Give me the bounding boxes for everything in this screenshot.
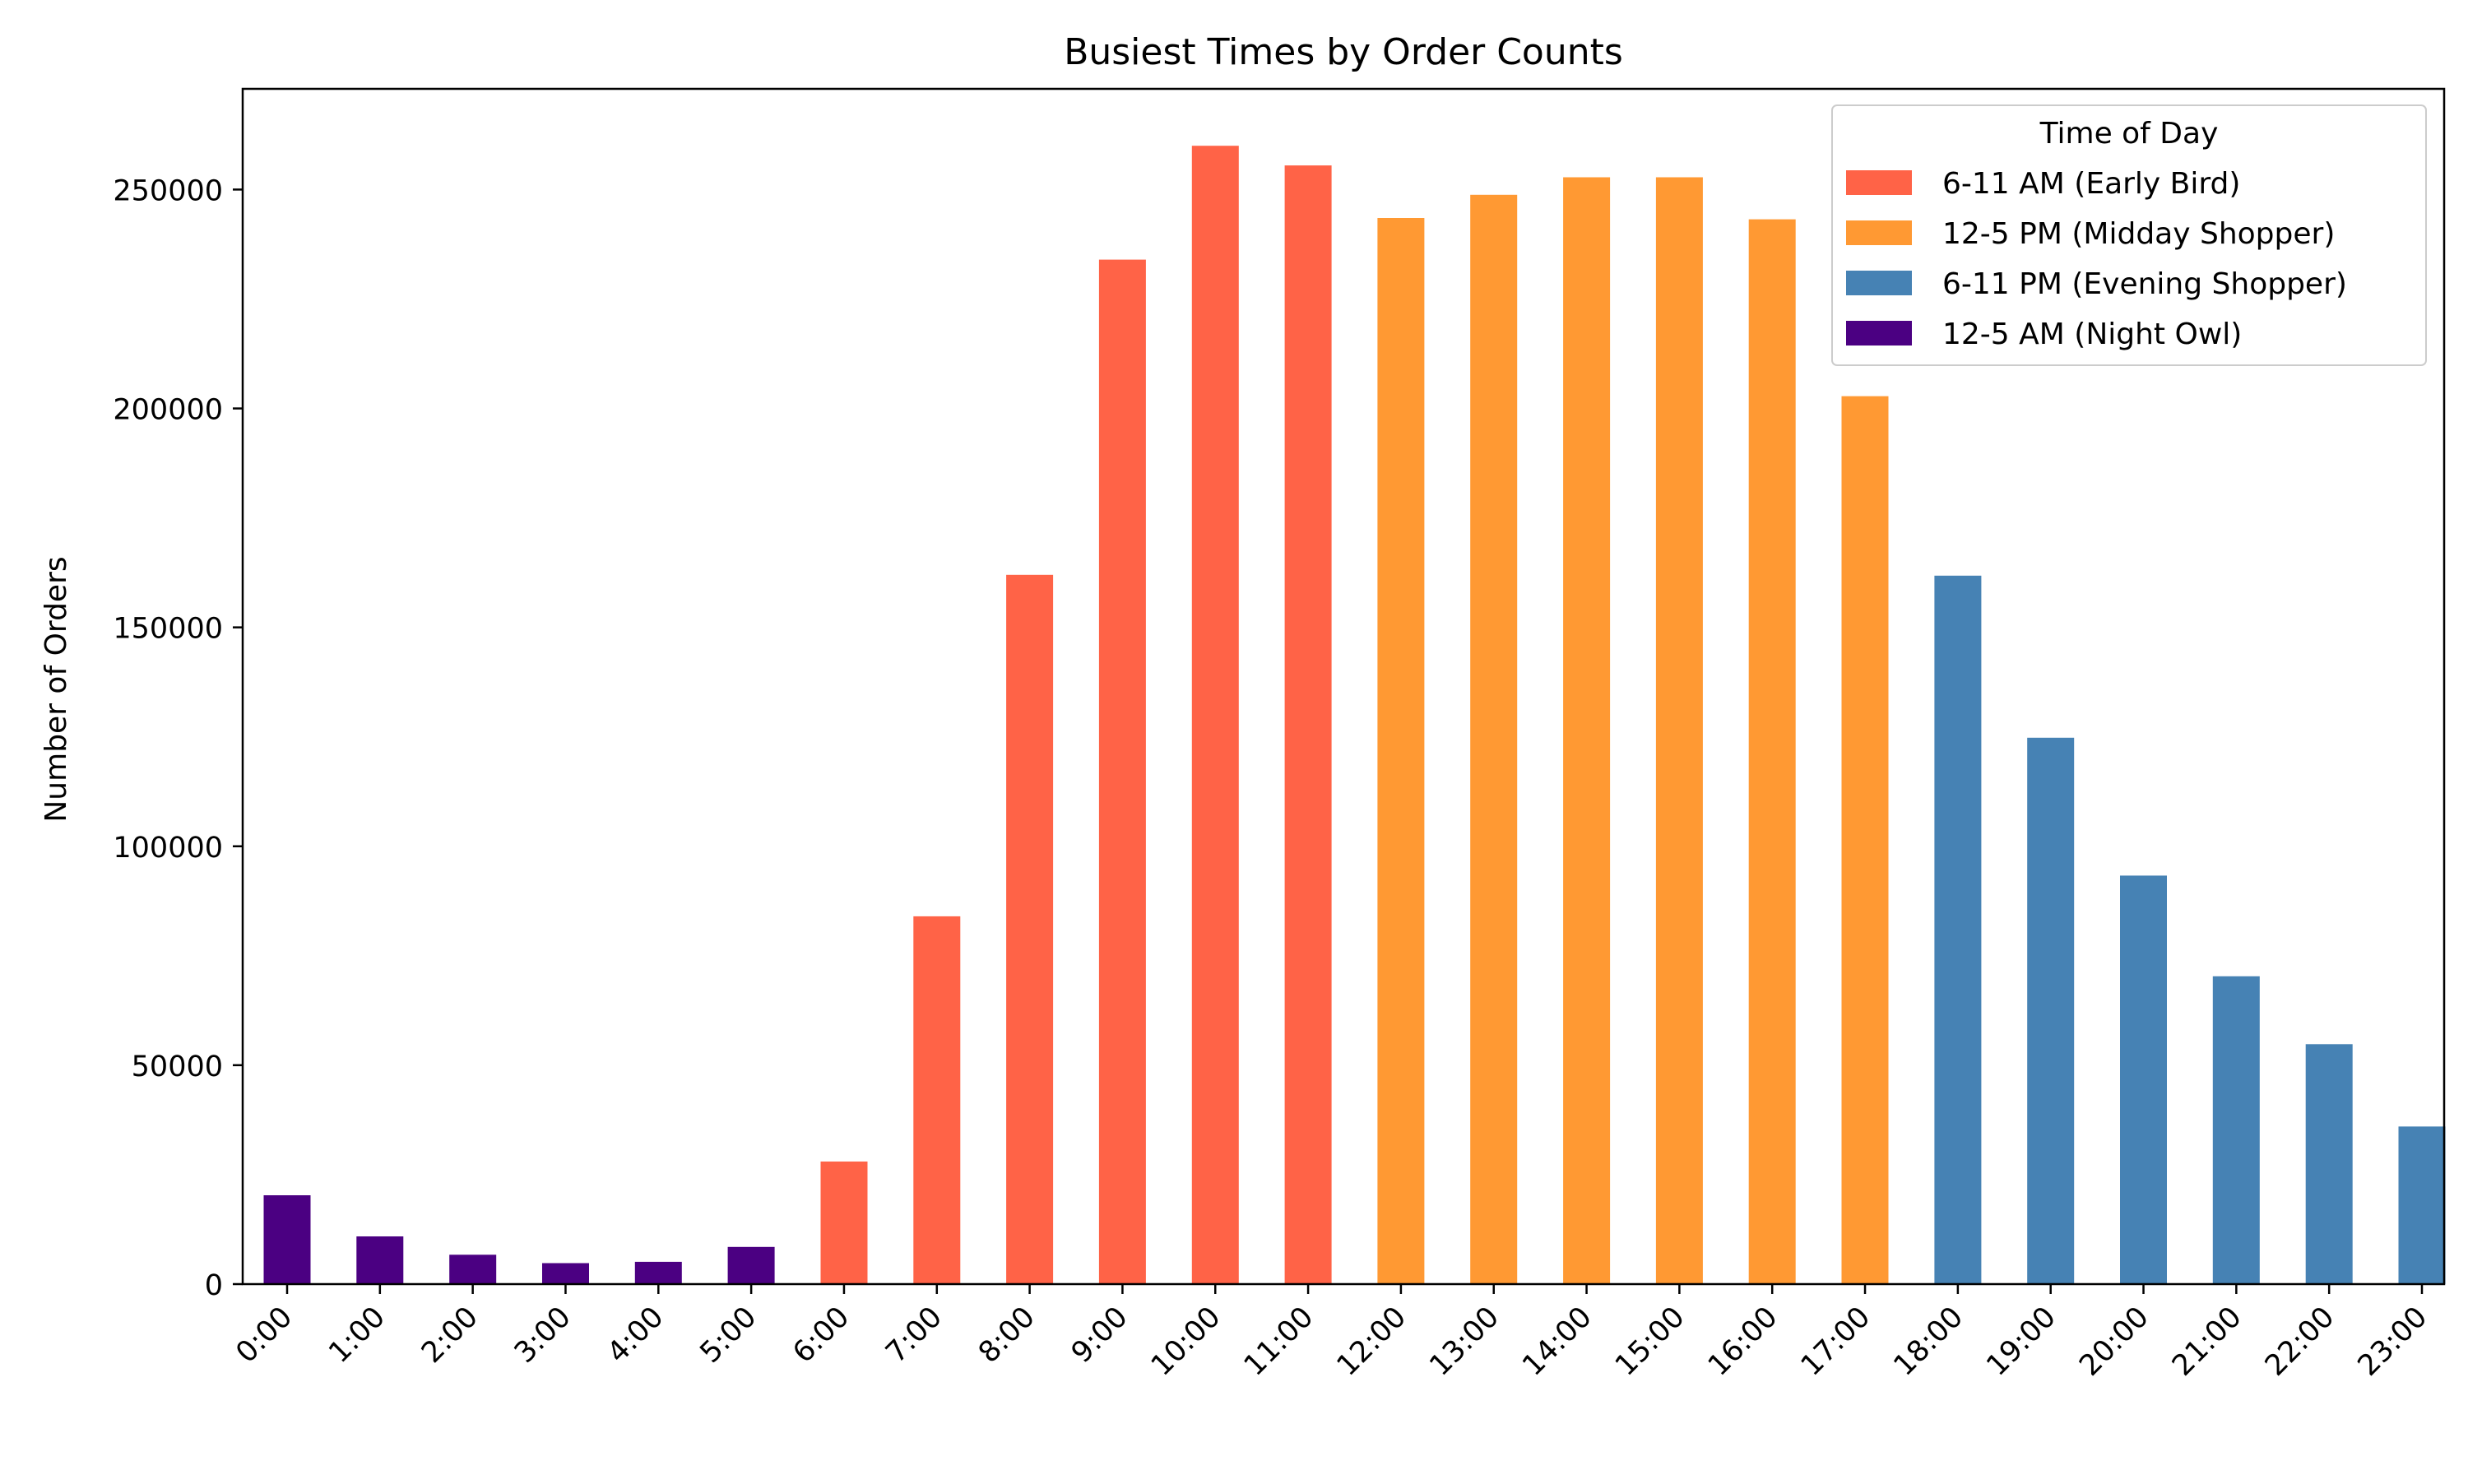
- y-axis-label: Number of Orders: [39, 556, 73, 822]
- bar-6-00: [820, 1162, 868, 1284]
- x-axis-ticks: 0:00 1:00 2:00 3:00 4:00 5:00 6:00 7:00 8:00 9:00…: [230, 1284, 2433, 1383]
- chart-title: Busiest Times by Order Counts: [1064, 31, 1623, 73]
- legend-entry-label: 12-5 PM (Midday Shopper): [1942, 217, 2335, 251]
- legend-swatch: [1846, 321, 1912, 345]
- y-tick-label: 100000: [113, 832, 223, 865]
- bar-20-00: [2120, 875, 2167, 1284]
- bar-11-00: [1284, 165, 1332, 1285]
- x-tick-label: 2:00: [415, 1301, 485, 1370]
- bar-4-00: [634, 1261, 682, 1284]
- legend-entry-label: 6-11 PM (Evening Shopper): [1942, 267, 2347, 301]
- x-tick-label: 15:00: [1609, 1301, 1691, 1383]
- bar-2-00: [449, 1254, 497, 1284]
- x-tick-label: 19:00: [1980, 1301, 2062, 1383]
- x-tick-label: 18:00: [1888, 1301, 1970, 1383]
- bar-16-00: [1748, 219, 1796, 1285]
- x-tick-label: 23:00: [2352, 1301, 2434, 1383]
- bar-15-00: [1655, 177, 1703, 1284]
- x-tick-label: 7:00: [879, 1301, 949, 1370]
- x-tick-label: 12:00: [1331, 1301, 1413, 1383]
- x-tick-label: 4:00: [601, 1301, 670, 1370]
- bar-5-00: [727, 1246, 775, 1284]
- bar-1-00: [356, 1236, 404, 1284]
- bar-10-00: [1191, 146, 1239, 1285]
- x-tick-label: 20:00: [2073, 1301, 2155, 1383]
- bar-19-00: [2027, 737, 2075, 1284]
- x-tick-label: 13:00: [1423, 1301, 1505, 1383]
- bar-14-00: [1563, 177, 1611, 1284]
- y-tick-label: 250000: [113, 174, 223, 207]
- x-tick-label: 21:00: [2166, 1301, 2248, 1383]
- legend-entry-label: 6-11 AM (Early Bird): [1942, 167, 2240, 201]
- bar-3-00: [542, 1263, 589, 1284]
- legend-swatch: [1846, 170, 1912, 195]
- bar-0-00: [263, 1195, 311, 1284]
- bar-8-00: [1006, 574, 1054, 1284]
- x-tick-label: 6:00: [786, 1301, 856, 1370]
- x-tick-label: 22:00: [2259, 1301, 2341, 1383]
- bars-layer: [263, 146, 2446, 1285]
- x-tick-label: 11:00: [1238, 1301, 1320, 1383]
- legend-swatch: [1846, 271, 1912, 295]
- legend-swatch: [1846, 220, 1912, 245]
- y-tick-label: 0: [205, 1269, 223, 1302]
- bar-17-00: [1841, 396, 1889, 1285]
- bar-13-00: [1470, 194, 1518, 1284]
- bar-9-00: [1098, 259, 1146, 1285]
- x-tick-label: 17:00: [1795, 1301, 1877, 1383]
- x-tick-label: 1:00: [322, 1301, 392, 1370]
- bar-23-00: [2398, 1126, 2446, 1284]
- legend-entry-label: 12-5 AM (Night Owl): [1942, 318, 2242, 351]
- y-axis-ticks: 0 50000 100000 150000 200000 250000: [113, 174, 243, 1302]
- y-tick-label: 50000: [132, 1050, 223, 1083]
- bar-7-00: [913, 916, 961, 1284]
- x-tick-label: 0:00: [230, 1301, 299, 1370]
- plot-frame: [241, 87, 2446, 1286]
- legend-box: [1831, 104, 2427, 366]
- legend-title: Time of Day: [2039, 117, 2219, 151]
- bar-12-00: [1377, 218, 1425, 1284]
- x-tick-label: 5:00: [694, 1301, 763, 1370]
- x-tick-label: 3:00: [508, 1301, 578, 1370]
- x-tick-label: 14:00: [1516, 1301, 1598, 1383]
- x-tick-label: 8:00: [972, 1301, 1041, 1370]
- bar-18-00: [1934, 575, 1982, 1284]
- y-tick-label: 200000: [113, 394, 223, 427]
- legend: Time of Day 6-11 AM (Early Bird) 12-5 PM (…: [1831, 104, 2427, 366]
- y-tick-label: 150000: [113, 613, 223, 646]
- bar-21-00: [2212, 976, 2260, 1284]
- x-tick-label: 9:00: [1065, 1301, 1134, 1370]
- bar-22-00: [2305, 1044, 2353, 1284]
- x-tick-label: 10:00: [1145, 1301, 1227, 1383]
- x-tick-label: 16:00: [1702, 1301, 1784, 1383]
